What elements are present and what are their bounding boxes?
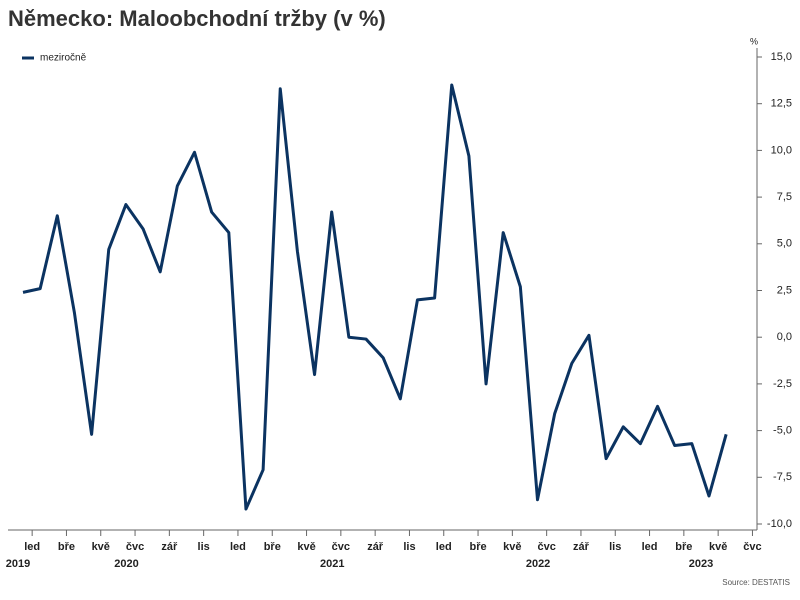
year-label: 2023	[689, 558, 713, 570]
x-tick-label: čvc	[537, 541, 555, 553]
line	[22, 83, 728, 511]
year-label: 2022	[526, 558, 550, 570]
x-tick-label: zář	[573, 541, 590, 553]
y-tick-label: 2,5	[777, 284, 792, 296]
x-tick-label: bře	[264, 541, 281, 553]
y-tick-label: -5,0	[773, 425, 792, 437]
x-tick-label: zář	[161, 541, 178, 553]
y-tick-label: 7,5	[777, 191, 792, 203]
y-tick-label: -7,5	[773, 471, 792, 483]
x-tick-label: led	[642, 541, 658, 553]
x-tick-label: lis	[198, 541, 210, 553]
chart-title: Německo: Maloobchodní tržby (v %)	[8, 6, 386, 31]
y-tick-label: 5,0	[777, 238, 792, 250]
source: Source: DESTATIS	[722, 578, 790, 587]
x-tick-label: bře	[469, 541, 486, 553]
x-tick-label: led	[436, 541, 452, 553]
y-tick-label: 15,0	[771, 51, 792, 63]
y-tick-label: 10,0	[771, 144, 792, 156]
x-tick-label: kvě	[709, 541, 727, 553]
x-tick-label: zář	[367, 541, 384, 553]
x-tick-label: kvě	[297, 541, 315, 553]
year-label: 2019	[6, 558, 30, 570]
x-tick-label: lis	[609, 541, 621, 553]
x-tick-label: lis	[403, 541, 415, 553]
x-tick-label: kvě	[92, 541, 110, 553]
x-tick-label: led	[230, 541, 246, 553]
legend-label: meziročně	[40, 53, 87, 64]
x-tick-label: čvc	[743, 541, 761, 553]
x-tick-label: bře	[675, 541, 692, 553]
year-label: 2021	[320, 558, 344, 570]
y-tick-label: -2,5	[773, 378, 792, 390]
x-tick-label: kvě	[503, 541, 521, 553]
x-tick-label: bře	[58, 541, 75, 553]
y-tick-label: -10,0	[767, 518, 792, 530]
y-tick-label: 12,5	[771, 98, 792, 110]
y-tick-label: 0,0	[777, 331, 792, 343]
x-tick-label: čvc	[332, 541, 350, 553]
x-tick-label: čvc	[126, 541, 144, 553]
x-tick-label: led	[24, 541, 40, 553]
year-label: 2020	[114, 558, 138, 570]
unit-label: %	[750, 36, 758, 46]
